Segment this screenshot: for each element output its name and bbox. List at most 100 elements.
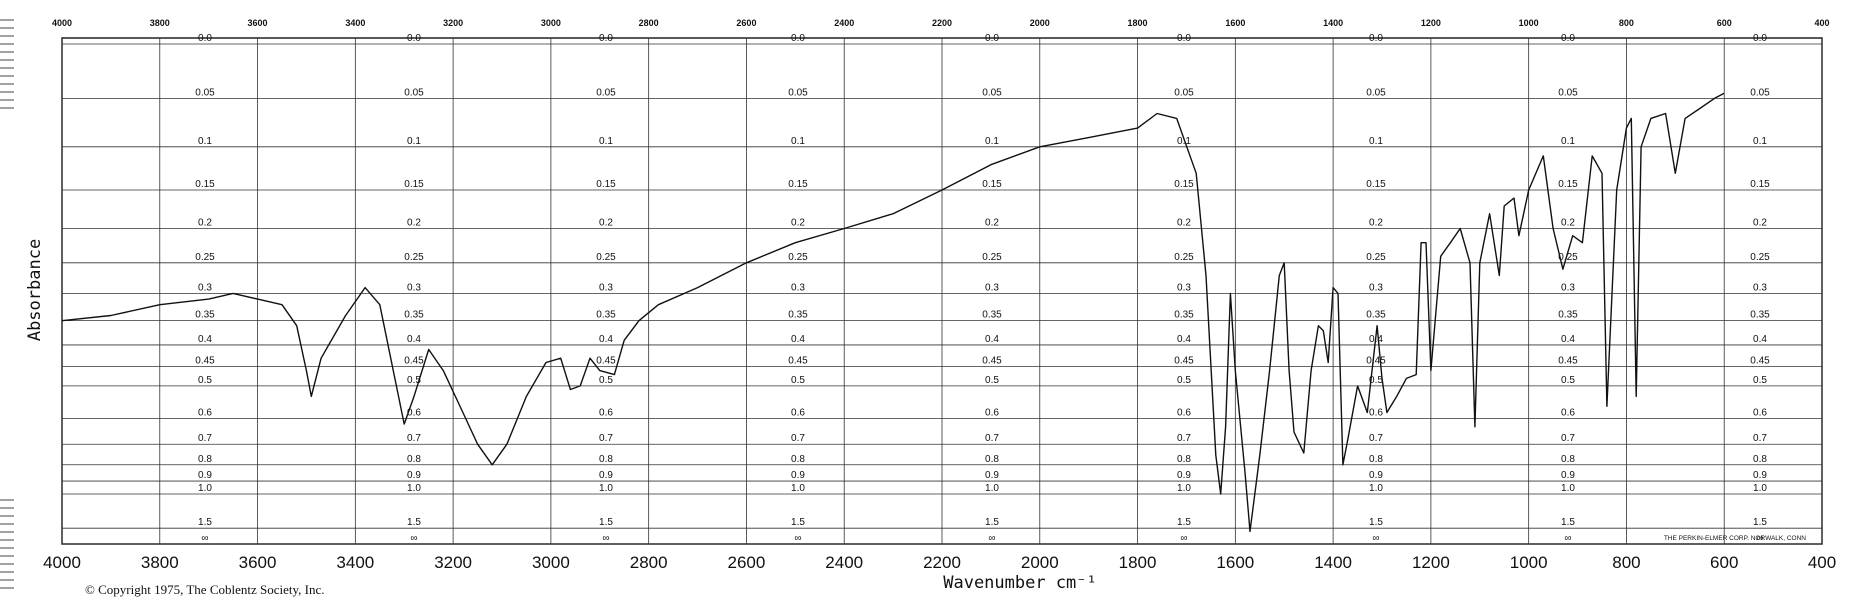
- y-tick-label: 1.0: [1177, 483, 1191, 494]
- y-tick-label: 0.5: [1177, 375, 1191, 386]
- y-tick-label: 0.3: [1561, 282, 1575, 293]
- x-tick-label: 400: [1808, 553, 1836, 572]
- y-tick-label: 1.0: [407, 483, 421, 494]
- y-tick-label: 0.7: [1561, 433, 1575, 444]
- x-tick-label: 3000: [541, 18, 561, 28]
- x-tick-label: 1600: [1225, 18, 1245, 28]
- y-tick-label: 0.3: [1753, 282, 1767, 293]
- x-tick-label: 3000: [532, 553, 570, 572]
- y-tick-label: ∞: [410, 533, 417, 544]
- x-tick-label: 800: [1619, 18, 1634, 28]
- y-tick-label: 0.15: [982, 179, 1002, 190]
- y-tick-label: 0.9: [1753, 470, 1767, 481]
- x-tick-label: 2400: [825, 553, 863, 572]
- y-tick-label: ∞: [602, 533, 609, 544]
- y-tick-label: ∞: [201, 533, 208, 544]
- maker-note: THE PERKIN-ELMER CORP. NORWALK, CONN: [1664, 535, 1806, 542]
- y-tick-label: 0.2: [1753, 218, 1767, 229]
- y-tick-label: 1.5: [1753, 517, 1767, 528]
- y-tick-label: 0.45: [195, 356, 215, 367]
- y-tick-label: 0.2: [1369, 218, 1383, 229]
- x-tick-label: 600: [1710, 553, 1738, 572]
- x-tick-label: 2400: [834, 18, 854, 28]
- x-tick-label: 1400: [1323, 18, 1343, 28]
- y-tick-label: 0.1: [791, 136, 805, 147]
- y-tick-label: 0.2: [1177, 218, 1191, 229]
- y-tick-label: 0.25: [596, 252, 616, 263]
- y-tick-label: 0.05: [1750, 87, 1770, 98]
- x-tick-label: 4000: [52, 18, 72, 28]
- y-tick-label: 1.0: [1753, 483, 1767, 494]
- y-tick-label: 0.4: [407, 334, 421, 345]
- y-tick-label: 1.0: [1561, 483, 1575, 494]
- x-tick-label: 1000: [1519, 18, 1539, 28]
- y-tick-label: 1.0: [1369, 483, 1383, 494]
- y-tick-label: 0.6: [1753, 407, 1767, 418]
- x-tick-label: 2600: [728, 553, 766, 572]
- x-tick-label: 3400: [336, 553, 374, 572]
- y-tick-label: 0.5: [1369, 375, 1383, 386]
- y-tick-label: 0.5: [1753, 375, 1767, 386]
- y-tick-label: 0.5: [791, 375, 805, 386]
- y-tick-label: 0.0: [407, 33, 421, 44]
- x-tick-label: 600: [1717, 18, 1732, 28]
- y-tick-label: 0.6: [198, 407, 212, 418]
- y-tick-label: 1.5: [407, 517, 421, 528]
- y-tick-label: 0.35: [1558, 310, 1578, 321]
- y-tick-label: 0.5: [599, 375, 613, 386]
- x-tick-label: 3800: [141, 553, 179, 572]
- y-tick-label: 0.45: [1558, 356, 1578, 367]
- y-tick-label: 0.05: [404, 87, 424, 98]
- y-tick-label: 0.25: [1366, 252, 1386, 263]
- x-tick-label: 1400: [1314, 553, 1352, 572]
- y-tick-label: 0.35: [1174, 310, 1194, 321]
- y-tick-label: 0.15: [1174, 179, 1194, 190]
- y-tick-label: 0.6: [791, 407, 805, 418]
- y-tick-label: 1.0: [791, 483, 805, 494]
- y-tick-label: 0.6: [599, 407, 613, 418]
- y-tick-label: 0.45: [1750, 356, 1770, 367]
- y-tick-label: 0.15: [404, 179, 424, 190]
- y-tick-label: 0.25: [1750, 252, 1770, 263]
- y-tick-label: 0.4: [599, 334, 613, 345]
- y-tick-label: 0.3: [198, 282, 212, 293]
- y-tick-label: 0.9: [985, 470, 999, 481]
- x-tick-label: 3600: [239, 553, 277, 572]
- y-tick-label: 0.15: [788, 179, 808, 190]
- y-tick-label: 1.5: [985, 517, 999, 528]
- y-tick-label: 0.0: [1561, 33, 1575, 44]
- x-tick-label: 1800: [1128, 18, 1148, 28]
- y-tick-label: 0.3: [1369, 282, 1383, 293]
- y-tick-label: ∞: [1372, 533, 1379, 544]
- y-tick-label: 0.25: [982, 252, 1002, 263]
- y-tick-label: 1.5: [198, 517, 212, 528]
- y-tick-label: 0.5: [198, 375, 212, 386]
- y-tick-label: 0.4: [1753, 334, 1767, 345]
- x-tick-label: 2600: [736, 18, 756, 28]
- y-tick-label: 0.1: [1561, 136, 1575, 147]
- y-tick-label: 0.0: [985, 33, 999, 44]
- y-tick-label: 0.3: [599, 282, 613, 293]
- y-tick-label: 0.35: [982, 310, 1002, 321]
- x-tick-label: 3400: [345, 18, 365, 28]
- y-tick-label: 0.3: [985, 282, 999, 293]
- y-tick-label: 0.45: [788, 356, 808, 367]
- y-tick-label: 0.2: [407, 218, 421, 229]
- y-tick-label: 0.35: [195, 310, 215, 321]
- x-tick-label: 400: [1814, 18, 1829, 28]
- y-tick-label: 0.7: [407, 433, 421, 444]
- x-tick-label: 4000: [43, 553, 81, 572]
- y-tick-label: 0.1: [599, 136, 613, 147]
- y-tick-label: 0.7: [599, 433, 613, 444]
- y-tick-label: 0.1: [985, 136, 999, 147]
- x-tick-label: 3200: [443, 18, 463, 28]
- y-tick-label: 0.1: [1369, 136, 1383, 147]
- y-tick-label: 0.05: [596, 87, 616, 98]
- y-tick-label: 1.5: [1369, 517, 1383, 528]
- x-tick-label: 3600: [248, 18, 268, 28]
- y-tick-label: 1.0: [198, 483, 212, 494]
- y-tick-label: 1.5: [1177, 517, 1191, 528]
- y-tick-label: ∞: [988, 533, 995, 544]
- y-tick-label: 0.5: [985, 375, 999, 386]
